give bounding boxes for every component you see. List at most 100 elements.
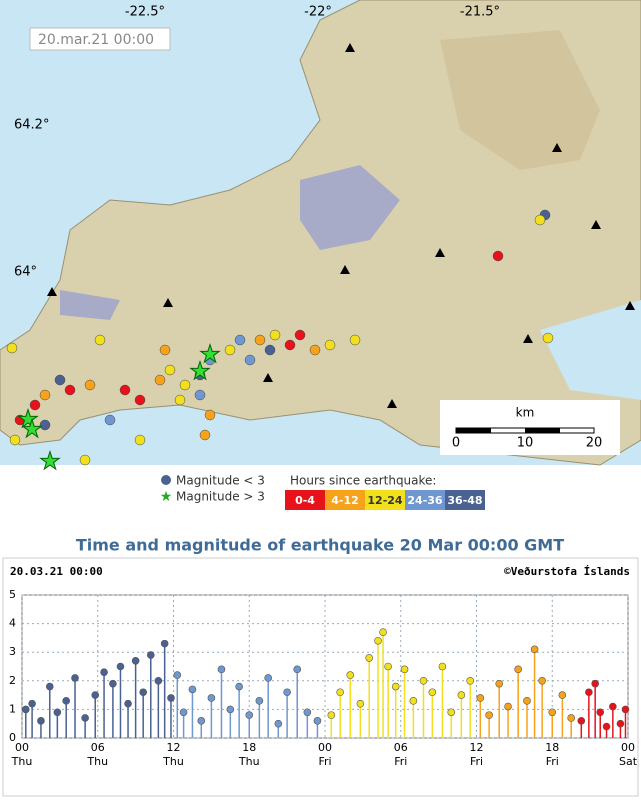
x-tick-day: Fri <box>546 755 559 768</box>
hours-label: 4-12 <box>331 494 359 507</box>
stem-point <box>124 699 132 708</box>
legend-hours-title: Hours since earthquake: <box>290 474 436 488</box>
stem-point <box>466 676 474 685</box>
quake-marker <box>542 332 554 344</box>
peak <box>263 373 273 382</box>
stem-point <box>346 671 355 679</box>
x-tick-day: Fri <box>318 755 331 768</box>
quake-marker <box>194 369 206 381</box>
x-tick-day: Thu <box>86 755 108 768</box>
stem-point <box>100 668 108 677</box>
quake-marker <box>254 334 266 346</box>
quake-marker <box>14 414 26 426</box>
legend-star: ★ <box>160 489 173 505</box>
quake-marker <box>179 379 191 391</box>
lon-label: -22.5° <box>125 5 165 20</box>
peak <box>47 287 57 296</box>
y-tick-label: 5 <box>9 588 16 601</box>
stem-point <box>264 674 272 682</box>
lava-field <box>300 165 400 250</box>
stem-point <box>374 636 382 645</box>
peak <box>340 265 350 274</box>
quake-marker <box>492 250 504 262</box>
quake-star: ★ <box>189 357 211 385</box>
stem-point <box>167 694 175 702</box>
scale-label: 20 <box>586 436 603 451</box>
quake-marker <box>119 384 131 396</box>
hours-label: 0-4 <box>295 494 315 507</box>
hours-label: 24-36 <box>407 494 443 507</box>
stem-point <box>207 694 216 702</box>
hours-box <box>285 490 325 510</box>
stem-point <box>313 717 322 725</box>
quake-marker <box>39 419 51 431</box>
stem-point <box>621 705 630 714</box>
stem-point <box>591 679 599 688</box>
stem-point <box>602 722 611 731</box>
peak <box>552 143 562 152</box>
lake <box>540 300 641 400</box>
hours-label: 36-48 <box>447 494 482 507</box>
stem-point <box>293 665 302 674</box>
lat-label: 64° <box>14 265 37 280</box>
stem-point <box>71 674 79 682</box>
stem-point <box>495 679 504 688</box>
quake-marker <box>9 434 21 446</box>
stem-point <box>28 699 36 708</box>
stem-point <box>21 705 30 714</box>
hours-box <box>325 490 365 510</box>
stem-point <box>476 694 485 702</box>
quake-star: ★ <box>199 340 221 368</box>
stem-point <box>146 651 155 659</box>
chart-title: Time and magnitude of earthquake 20 Mar … <box>76 536 564 555</box>
x-tick-day: Thu <box>162 755 184 768</box>
peak <box>345 43 355 52</box>
stem-point <box>81 714 89 722</box>
stem-point <box>327 711 336 719</box>
stem-point <box>154 676 163 685</box>
quake-marker <box>134 434 146 446</box>
quake-marker <box>284 339 296 351</box>
stem-point <box>245 711 254 719</box>
stem-point <box>409 697 418 705</box>
hours-box <box>365 490 405 510</box>
timestamp-box <box>29 27 171 51</box>
x-tick-label: 12 <box>167 741 181 754</box>
stem-point <box>428 688 437 697</box>
stem-point <box>37 717 45 725</box>
lon-label: -21.5° <box>460 5 500 20</box>
x-tick-day: Sat <box>619 755 638 768</box>
quake-marker <box>104 414 116 426</box>
quake-marker <box>309 344 321 356</box>
stem-point <box>530 645 539 654</box>
quake-marker <box>159 344 171 356</box>
quake-markers: ★★★★★ <box>6 43 635 476</box>
y-tick-label: 3 <box>9 645 16 658</box>
stem-point <box>438 662 447 671</box>
x-tick-day: Thu <box>238 755 260 768</box>
quake-marker <box>39 389 51 401</box>
quake-marker <box>6 342 18 354</box>
peak <box>625 301 635 310</box>
hours-label: 12-24 <box>367 494 403 507</box>
x-tick-label: 00 <box>318 741 332 754</box>
stem-point <box>391 682 400 691</box>
stem-point <box>384 662 392 671</box>
quake-marker <box>174 394 186 406</box>
quake-marker <box>199 429 211 441</box>
x-tick-day: Thu <box>11 755 33 768</box>
hours-box <box>405 490 445 510</box>
legend-dot <box>161 475 171 485</box>
lava-field <box>60 290 120 320</box>
peak <box>387 399 397 408</box>
quake-marker <box>224 344 236 356</box>
stem-point <box>53 708 62 717</box>
chart-header-left: 20.03.21 00:00 <box>10 565 103 578</box>
quake-marker <box>244 354 256 366</box>
scale-label: 0 <box>452 436 460 451</box>
quake-star: ★ <box>39 447 61 475</box>
quake-marker <box>54 374 66 386</box>
peak <box>435 248 445 257</box>
x-tick-day: Fri <box>470 755 483 768</box>
lat-label: 64.2° <box>14 118 49 133</box>
